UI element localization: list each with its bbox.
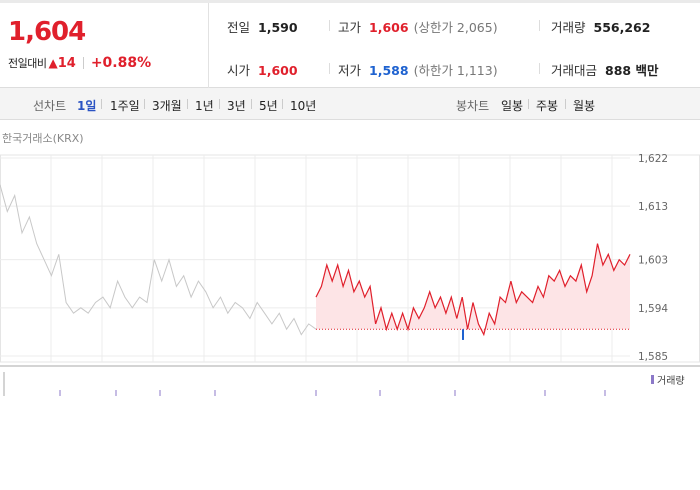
period-tabs: 선차트 1일 1주일 3개월 1년 3년 5년 10년 봉차트 일봉 주봉 월봉 — [0, 88, 700, 120]
change-percent: +0.88% — [90, 55, 152, 71]
volume-value: 556,262 — [593, 20, 651, 35]
divider — [187, 99, 188, 109]
tab-1-week[interactable]: 1주일 — [110, 99, 140, 113]
quote-header: 1,604 전일대비 ▲ 14 +0.88% 전일 1,590 시가 1,600 고… — [0, 0, 700, 88]
volume-area — [0, 365, 700, 396]
high-value: 1,606 — [369, 20, 409, 35]
previous-session-line — [0, 184, 317, 336]
tab-5-years[interactable]: 5년 — [259, 99, 278, 113]
open: 시가 1,600 — [227, 60, 298, 79]
price-area-fill — [316, 243, 630, 335]
divider — [144, 99, 145, 109]
divider — [539, 63, 540, 74]
current-price: 1,604 — [8, 17, 86, 47]
high: 고가 1,606 (상한가 2,065) — [338, 17, 498, 36]
divider — [219, 99, 220, 109]
intraday-price-chart: 1,622 1,613 1,603 1,594 1,585 — [0, 153, 700, 396]
high-label: 고가 — [338, 20, 362, 35]
tab-10-years[interactable]: 10년 — [290, 99, 317, 113]
tab-3-months[interactable]: 3개월 — [152, 99, 182, 113]
data-source: 한국거래소(KRX) — [2, 132, 84, 145]
current-price-line — [315, 243, 631, 337]
divider — [565, 99, 566, 109]
low-label: 저가 — [338, 63, 362, 78]
turnover-label: 거래대금 — [551, 63, 598, 78]
y-tick-label: 1,613 — [638, 201, 668, 213]
divider — [82, 57, 84, 69]
tab-monthly-candle[interactable]: 월봉 — [573, 99, 596, 113]
volume-legend-label: 거래량 — [657, 376, 685, 387]
tab-1-year[interactable]: 1년 — [195, 99, 214, 113]
y-tick-label: 1,585 — [638, 351, 668, 363]
divider — [101, 99, 102, 109]
y-tick-label: 1,603 — [638, 255, 668, 267]
low-value: 1,588 — [369, 63, 409, 78]
turnover-value: 888 백만 — [605, 63, 659, 78]
change-amount: 14 — [57, 55, 76, 71]
prev-close-value: 1,590 — [258, 20, 298, 35]
turnover: 거래대금 888 백만 — [551, 60, 658, 79]
price-plot — [0, 184, 631, 340]
line-chart-label: 선차트 — [33, 99, 67, 113]
price-box: 1,604 전일대비 ▲ 14 +0.88% — [0, 3, 209, 88]
volume-label: 거래량 — [551, 20, 586, 35]
divider — [329, 63, 330, 74]
tab-3-years[interactable]: 3년 — [227, 99, 246, 113]
change-label: 전일대비 — [8, 57, 47, 70]
lower-limit: (하한가 1,113) — [413, 63, 498, 78]
tab-1-day[interactable]: 1일 — [77, 99, 97, 113]
y-tick-label: 1,622 — [638, 153, 668, 165]
divider — [282, 99, 283, 109]
prev-close-label: 전일 — [227, 20, 251, 35]
divider — [528, 99, 529, 109]
y-tick-label: 1,594 — [638, 303, 668, 315]
prev-close: 전일 1,590 — [227, 17, 298, 36]
volume-swatch — [651, 375, 654, 384]
change-row: 전일대비 ▲ 14 +0.88% — [8, 55, 151, 71]
open-value: 1,600 — [258, 63, 298, 78]
tab-daily-candle[interactable]: 일봉 — [501, 99, 524, 113]
upper-limit: (상한가 2,065) — [413, 20, 498, 35]
divider — [539, 20, 540, 31]
candle-chart-label: 봉차트 — [456, 99, 490, 113]
tab-weekly-candle[interactable]: 주봉 — [536, 99, 559, 113]
y-axis: 1,622 1,613 1,603 1,594 1,585 — [638, 153, 668, 363]
volume-legend: 거래량 — [651, 372, 685, 387]
open-label: 시가 — [227, 63, 251, 78]
volume: 거래량 556,262 — [551, 17, 650, 36]
low: 저가 1,588 (하한가 1,113) — [338, 60, 498, 79]
up-arrow-icon: ▲ — [48, 56, 58, 70]
divider — [329, 20, 330, 31]
divider — [251, 99, 252, 109]
